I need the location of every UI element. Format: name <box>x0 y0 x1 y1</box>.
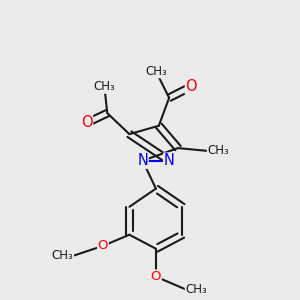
Text: CH₃: CH₃ <box>207 144 229 158</box>
Text: CH₃: CH₃ <box>185 283 207 296</box>
Text: O: O <box>185 79 197 94</box>
Text: N: N <box>164 153 175 168</box>
Text: O: O <box>151 270 161 283</box>
Text: CH₃: CH₃ <box>145 65 167 78</box>
Text: O: O <box>98 239 108 252</box>
Text: CH₃: CH₃ <box>94 80 115 93</box>
Text: N: N <box>137 153 148 168</box>
Text: O: O <box>81 116 92 130</box>
Text: CH₃: CH₃ <box>52 249 74 262</box>
